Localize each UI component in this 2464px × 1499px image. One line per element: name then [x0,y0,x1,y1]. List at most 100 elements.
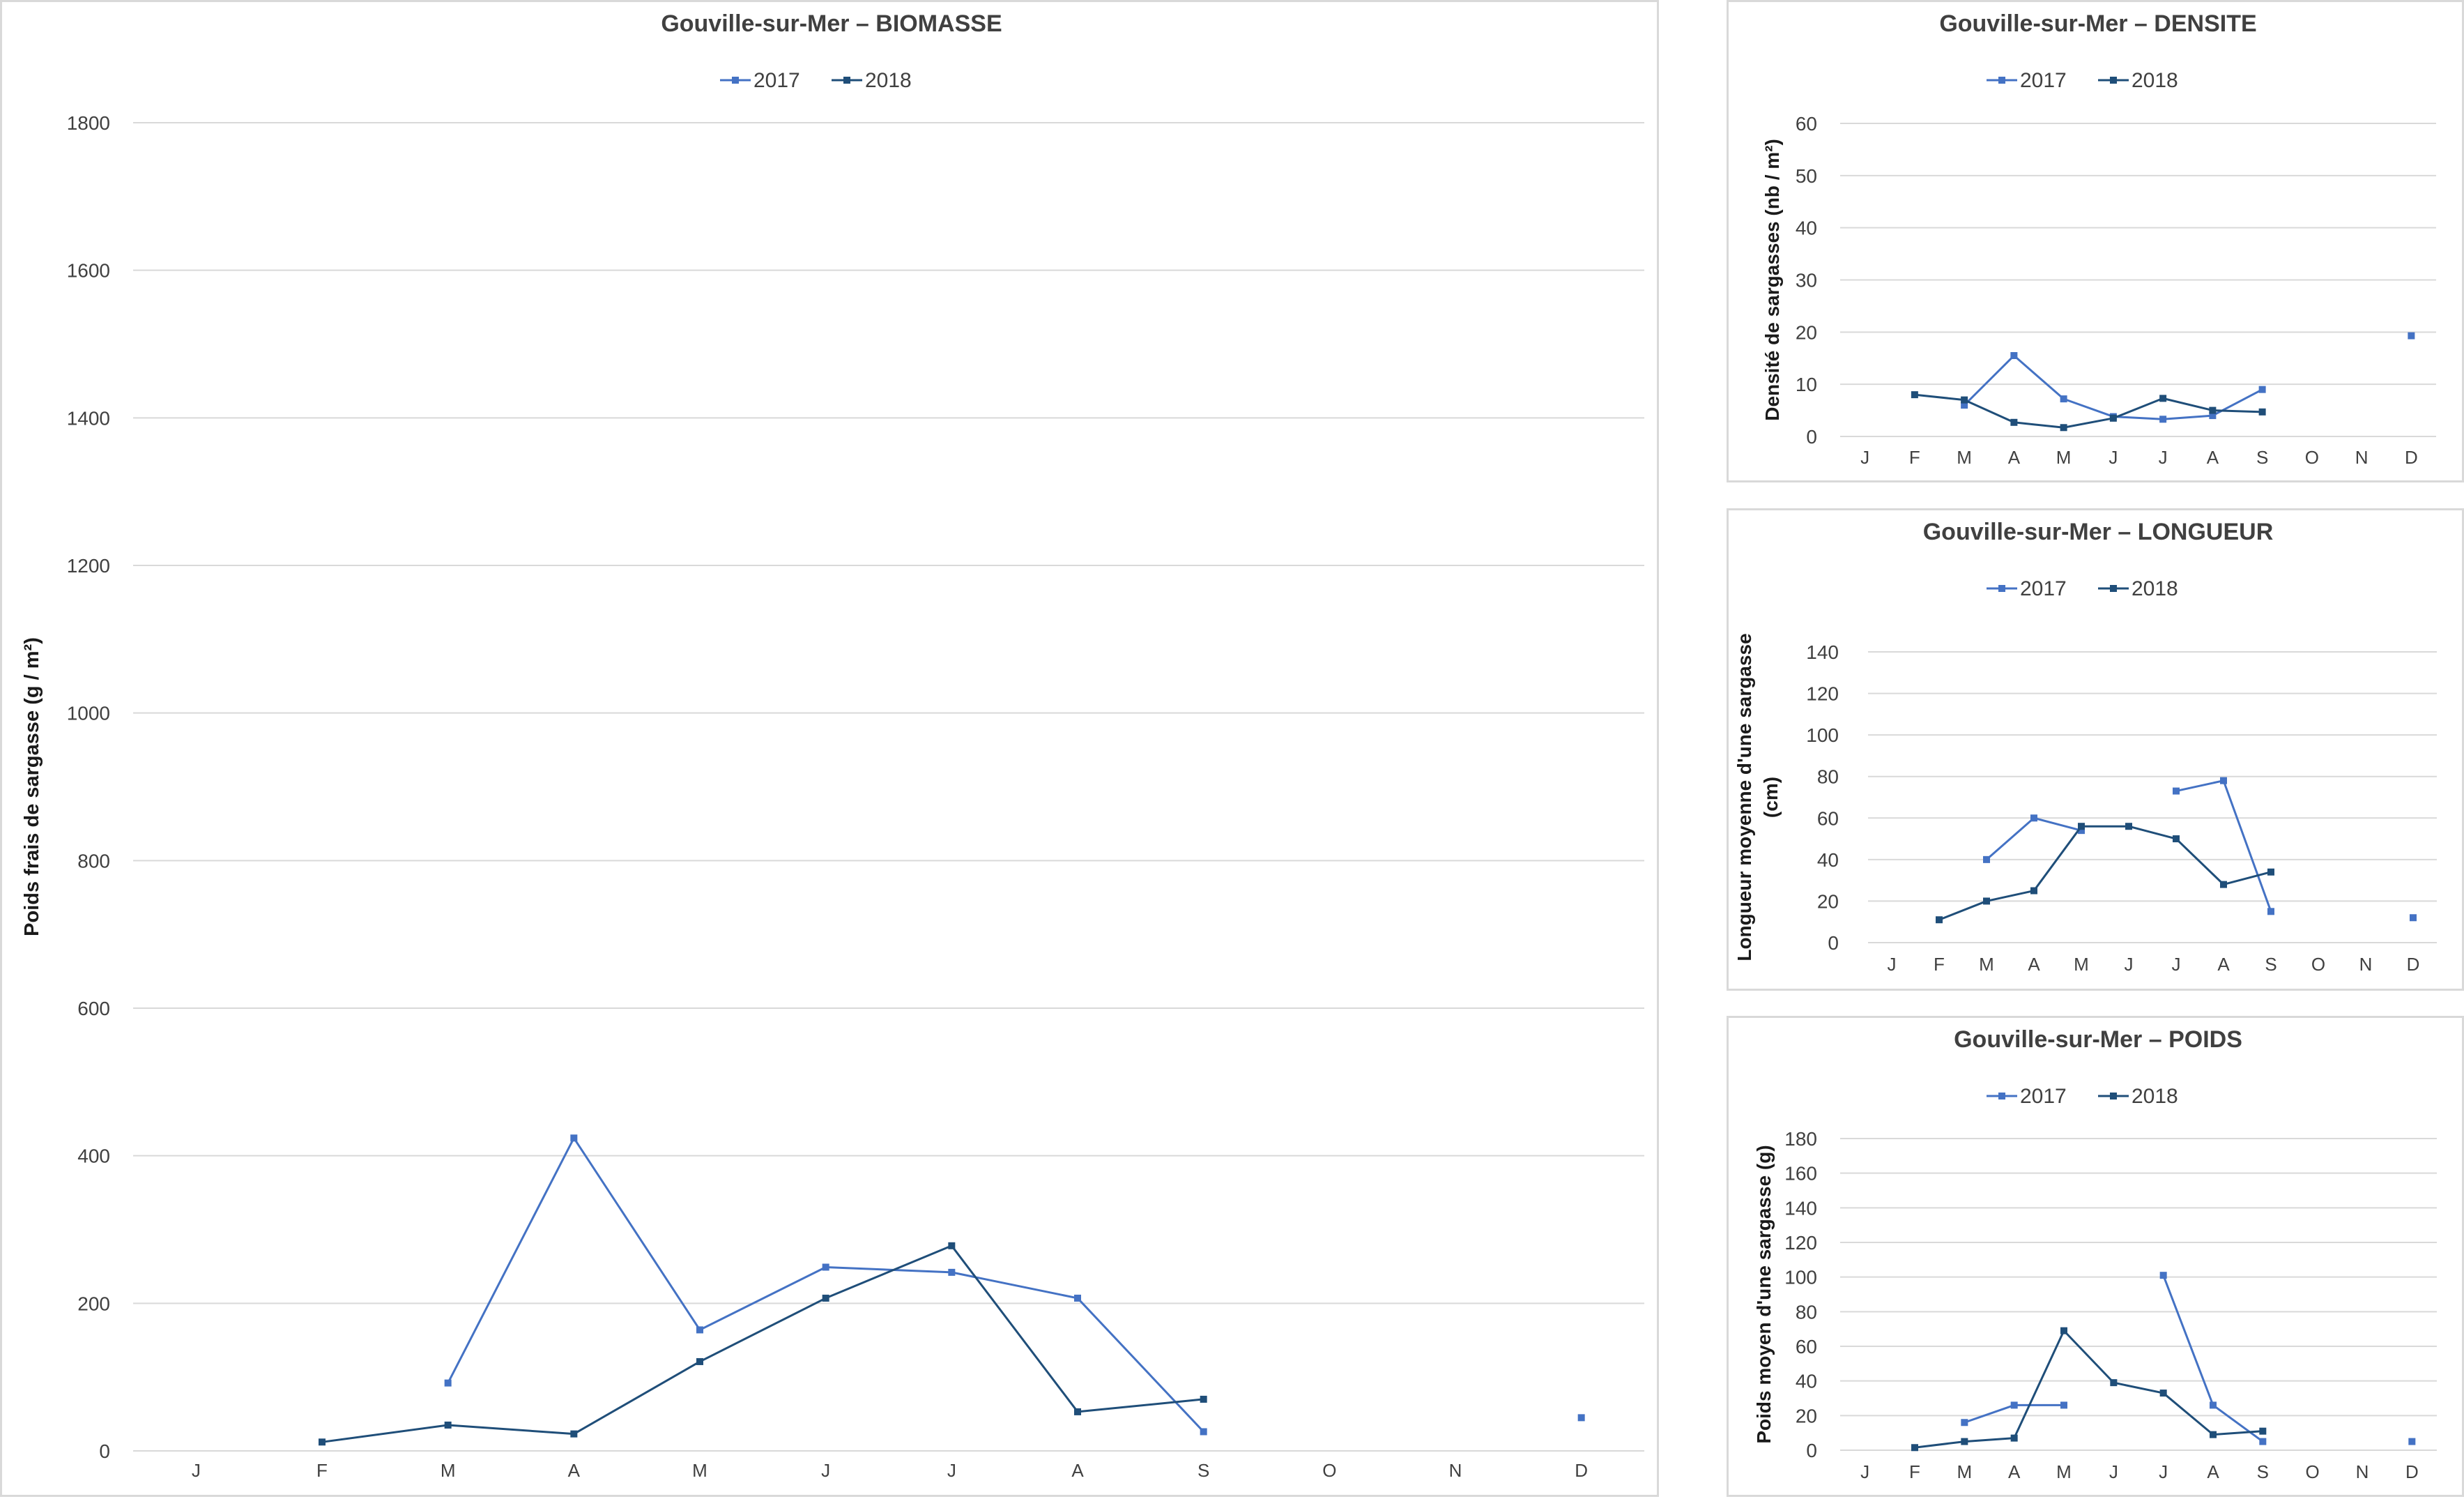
biomasse-y-axis-label: Poids frais de sargasse (g / m²) [21,637,43,936]
poids-data-point-2017 [1961,1419,1968,1426]
biomasse-y-tick-label: 1400 [67,407,110,429]
densite-y-tick-label: 40 [1796,218,1817,239]
biomasse-series-line-2018 [321,1245,1204,1443]
poids-series-line-2018 [1914,1330,2263,1449]
biomasse-series-line-2017 [447,1136,1204,1433]
longueur-y-tick-label: 0 [1828,932,1839,954]
longueur-series-line-2017 [1986,816,2082,860]
longueur-x-tick-label: M [1979,954,1994,975]
poids-x-tick-label: S [2257,1461,2269,1482]
poids-data-point-2018 [1911,1444,1918,1452]
biomasse-legend-label-2018: 2018 [865,69,912,92]
densite-series-line-2018 [1914,393,2263,429]
densite-x-tick-label: M [2056,447,2072,468]
biomasse-data-point-2017 [1577,1414,1585,1422]
biomasse-y-tick-label: 400 [77,1146,110,1167]
longueur-y-axis-label: Longueur moyenne d'une sargasse [1734,633,1755,961]
poids-y-tick-label: 0 [1806,1440,1817,1461]
poids-x-tick-label: J [1860,1461,1869,1482]
poids-data-point-2018 [2259,1427,2267,1435]
longueur-y-tick-label: 120 [1806,683,1839,705]
poids-data-point-2018 [2110,1379,2118,1387]
biomasse-y-tick-label: 800 [77,850,110,872]
densite-x-tick-label: A [2008,447,2021,468]
biomasse-chart: Gouville-sur-Mer – BIOMASSE 2017 2018 0 200 4… [21,10,1644,1481]
densite-x-tick-label: J [1860,447,1869,468]
poids-x-tick-label: J [2109,1461,2118,1482]
poids-data-point-2018 [2010,1434,2018,1442]
poids-data-point-2018 [2159,1390,2167,1397]
biomasse-x-tick-label: A [568,1460,581,1481]
densite-x-tick-label: A [2207,447,2219,468]
longueur-series-line-2017 [2175,779,2272,912]
biomasse-x-tick-label: A [1071,1460,1084,1481]
biomasse-x-tick-label: S [1197,1460,1209,1481]
densite-data-point-2018 [1911,391,1918,399]
longueur-data-point-2018 [2220,881,2227,888]
longueur-x-tick-label: S [2265,954,2276,975]
densite-x-tick-label: M [1957,447,1972,468]
densite-data-point-2018 [2060,424,2067,432]
biomasse-data-point-2017 [822,1263,829,1271]
poids-x-tick-label: A [2008,1461,2021,1482]
densite-data-point-2017 [2408,332,2415,340]
longueur-x-tick-label: J [1888,954,1897,975]
biomasse-x-tick-label: M [692,1460,707,1481]
longueur-series-line-2018 [1938,825,2272,921]
densite-data-point-2017 [2159,416,2167,423]
longueur-data-point-2017 [2173,787,2180,795]
longueur-y-tick-label: 100 [1806,724,1839,746]
densite-data-point-2017 [2258,386,2266,393]
biomasse-y-tick-label: 200 [77,1293,110,1314]
longueur-data-point-2018 [1983,897,1990,905]
longueur-x-tick-label: F [1934,954,1945,975]
longueur-x-tick-label: A [2217,954,2230,975]
biomasse-x-tick-label: F [316,1460,328,1481]
densite-legend-marker-2018 [2110,77,2117,84]
poids-data-point-2018 [2060,1327,2067,1334]
biomasse-data-point-2017 [696,1326,703,1334]
longueur-x-tick-label: J [2172,954,2181,975]
biomasse-data-point-2017 [1200,1428,1207,1436]
densite-y-tick-label: 20 [1796,321,1817,343]
longueur-data-point-2017 [2220,777,2227,784]
poids-chart-panel: Gouville-sur-Mer – POIDS 2017 2018 0 20 40 60 8… [1727,1016,2464,1497]
longueur-y-tick-label: 20 [1817,890,1839,912]
poids-chart-title: Gouville-sur-Mer – POIDS [1954,1026,2242,1053]
poids-y-tick-label: 20 [1796,1405,1817,1426]
biomasse-data-point-2017 [948,1268,956,1276]
densite-y-axis-label: Densité de sargasses (nb / m²) [1761,139,1783,421]
longueur-legend-label-2018: 2018 [2132,577,2178,600]
poids-x-tick-label: O [2306,1461,2320,1482]
poids-legend-marker-2018 [2110,1093,2117,1099]
poids-y-tick-label: 120 [1784,1232,1817,1254]
longueur-data-point-2017 [2078,827,2085,835]
densite-data-point-2018 [2209,406,2217,414]
poids-y-tick-label: 40 [1796,1371,1817,1392]
longueur-legend-marker-2017 [1998,585,2005,592]
longueur-y-tick-label: 140 [1806,641,1839,663]
longueur-data-point-2018 [1936,916,1943,924]
poids-y-tick-label: 60 [1796,1336,1817,1357]
biomasse-data-point-2018 [444,1421,452,1429]
longueur-chart-title: Gouville-sur-Mer – LONGUEUR [1923,519,2274,545]
biomasse-y-tick-label: 1200 [67,555,110,577]
longueur-data-point-2017 [2410,914,2417,922]
biomasse-x-tick-label: O [1322,1460,1336,1481]
biomasse-legend-marker-2018 [843,77,850,84]
longueur-x-tick-label: N [2359,954,2373,975]
biomasse-x-tick-label: J [821,1460,830,1481]
densite-data-point-2017 [2060,395,2067,403]
biomasse-data-point-2018 [319,1438,326,1446]
densite-x-tick-label: J [2159,447,2168,468]
poids-chart: Gouville-sur-Mer – POIDS 2017 2018 0 20 40 60 8… [1753,1026,2437,1482]
longueur-data-point-2017 [1983,855,1990,863]
biomasse-x-tick-label: N [1449,1460,1462,1481]
longueur-y-tick-label: 80 [1817,766,1839,788]
longueur-chart-panel: Gouville-sur-Mer – LONGUEUR 2017 2018 0 20 40… [1727,508,2464,991]
poids-data-point-2017 [2010,1401,2018,1409]
densite-data-point-2018 [2159,395,2167,402]
poids-y-tick-label: 180 [1784,1128,1817,1150]
poids-x-tick-label: A [2207,1461,2219,1482]
longueur-x-tick-label: J [2125,954,2134,975]
